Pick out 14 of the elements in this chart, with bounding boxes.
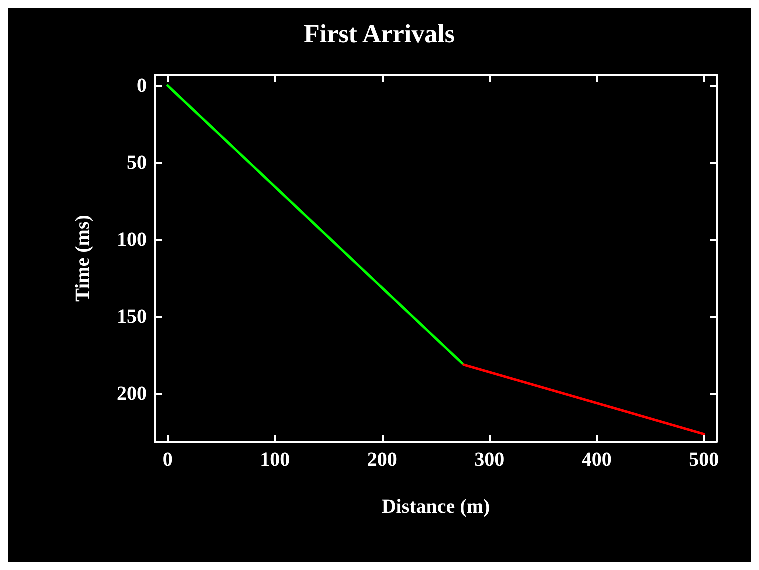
y-tick-label: 0 xyxy=(137,74,147,97)
y-tick-label: 150 xyxy=(117,306,147,328)
y-tick-label: 100 xyxy=(117,228,147,251)
x-axis-title: Distance (m) xyxy=(382,496,490,518)
y-axis-title: Time (ms) xyxy=(72,215,94,302)
x-tick-label: 300 xyxy=(474,449,505,471)
chart-title: First Arrivals xyxy=(304,20,455,48)
x-tick-label: 400 xyxy=(582,449,612,471)
y-tick-label: 200 xyxy=(117,383,147,406)
x-tick-label: 200 xyxy=(367,449,398,471)
x-tick-label: 100 xyxy=(260,449,290,471)
x-tick-label: 0 xyxy=(162,449,173,471)
x-tick-label: 500 xyxy=(689,449,720,471)
y-tick-label: 50 xyxy=(127,152,147,174)
